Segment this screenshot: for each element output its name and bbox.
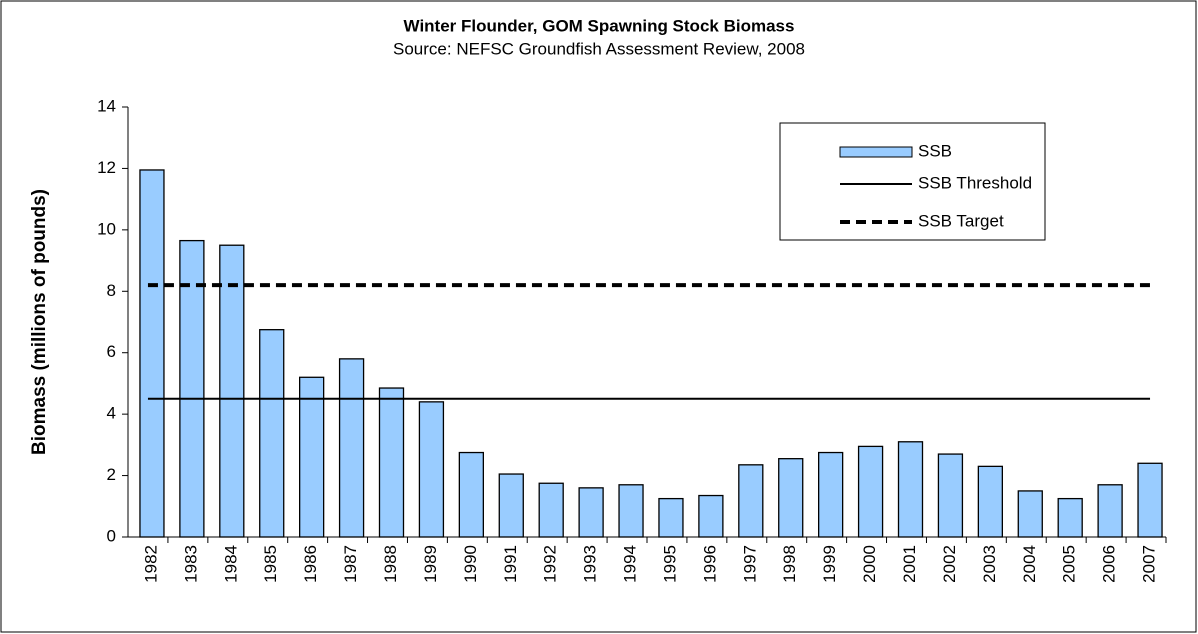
x-tick-label: 1993 (581, 545, 600, 583)
legend-box (779, 122, 1046, 241)
bar (977, 465, 1003, 538)
bar (259, 329, 285, 538)
y-tick-label: 4 (107, 404, 116, 423)
bar (778, 458, 804, 538)
x-tick-label: 1992 (541, 545, 560, 583)
bar (1137, 462, 1163, 538)
bar (1017, 490, 1043, 538)
bar (378, 387, 405, 538)
x-tick-label: 1985 (261, 545, 280, 583)
x-tick-label: 2006 (1100, 545, 1119, 583)
x-tick-label: 2001 (900, 545, 919, 583)
bar (139, 169, 165, 538)
bar (1057, 497, 1083, 538)
bar (738, 464, 764, 538)
bar (658, 497, 684, 538)
legend-label: SSB (918, 141, 952, 160)
x-tick-label: 1989 (421, 545, 440, 583)
bar (219, 244, 245, 538)
bar (1097, 484, 1123, 538)
legend-swatch (839, 146, 913, 158)
bar (937, 453, 964, 538)
x-tick-label: 1994 (621, 545, 640, 583)
y-tick-label: 8 (107, 281, 116, 300)
legend-label: SSB Threshold (918, 173, 1032, 192)
x-tick-label: 1986 (301, 545, 320, 583)
y-tick-label: 6 (107, 342, 116, 361)
x-tick-label: 2002 (940, 545, 959, 583)
x-tick-label: 1983 (181, 545, 200, 583)
bar (538, 482, 564, 538)
bar (897, 441, 924, 538)
y-tick-label: 10 (97, 219, 116, 238)
x-tick-label: 1996 (700, 545, 719, 583)
bar (498, 473, 524, 538)
bar (578, 487, 604, 538)
x-tick-label: 1990 (461, 545, 480, 583)
bar (857, 445, 884, 538)
x-tick-label: 2000 (860, 545, 879, 583)
x-tick-label: 1987 (341, 545, 360, 583)
bar (818, 451, 844, 538)
y-tick-label: 12 (97, 158, 116, 177)
x-tick-label: 1991 (501, 545, 520, 583)
bar (338, 358, 365, 538)
x-tick-label: 1988 (381, 545, 400, 583)
y-tick-label: 2 (107, 465, 116, 484)
bar (698, 494, 724, 538)
bar (299, 376, 325, 538)
y-tick-label: 0 (107, 526, 116, 545)
x-tick-label: 2007 (1140, 545, 1159, 583)
x-tick-label: 1984 (221, 545, 240, 583)
y-axis-label: Biomass (millions of pounds) (29, 189, 50, 455)
x-tick-label: 2003 (980, 545, 999, 583)
bar (418, 401, 445, 538)
x-tick-label: 2004 (1020, 545, 1039, 583)
y-tick-label: 14 (97, 96, 116, 115)
x-tick-label: 1998 (780, 545, 799, 583)
bar (458, 451, 484, 538)
legend-label: SSB Target (918, 211, 1004, 230)
x-tick-label: 2005 (1060, 545, 1079, 583)
x-tick-label: 1982 (141, 545, 160, 583)
x-tick-label: 1995 (660, 545, 679, 583)
chart-title: Winter Flounder, GOM Spawning Stock Biom… (404, 16, 795, 35)
bar (618, 484, 644, 538)
x-tick-label: 1997 (740, 545, 759, 583)
chart-subtitle: Source: NEFSC Groundfish Assessment Revi… (393, 39, 805, 58)
x-tick-label: 1999 (820, 545, 839, 583)
